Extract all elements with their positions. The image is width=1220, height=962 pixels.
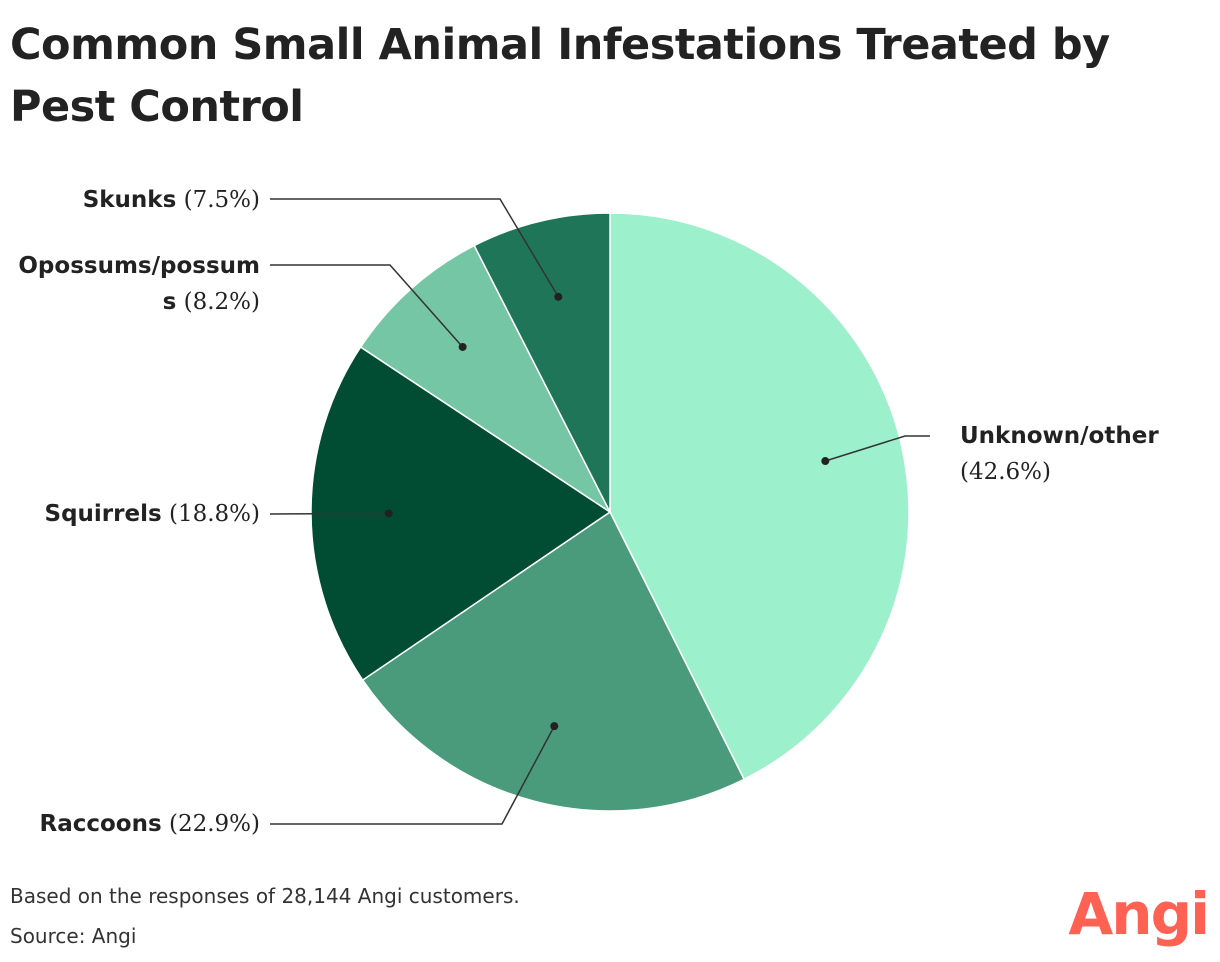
slice-label-opossums: Opossums/possums (8.2%) [6, 248, 260, 320]
leader-dot [554, 292, 563, 301]
slice-label-name: Skunks [82, 187, 177, 213]
slice-label-raccoons: Raccoons (22.9%) [10, 806, 261, 842]
leader-line [270, 198, 559, 298]
slice-label-value: (22.9%) [168, 811, 260, 837]
leader-line [269, 512, 389, 515]
slice-label-name: Opossums/possums [18, 253, 260, 315]
slice-label-name: Unknown/other [960, 423, 1159, 449]
leader-line [825, 435, 930, 462]
leader-lines [269, 198, 930, 825]
leader-line [270, 264, 464, 348]
footer-source: Source: Angi [10, 924, 137, 948]
slice-label-name: Squirrels [44, 501, 162, 527]
pie-slices [310, 212, 910, 812]
slice-label-value: (8.2%) [183, 289, 260, 315]
slice-label-squirrels: Squirrels (18.8%) [10, 496, 260, 532]
slice-label-value: (42.6%) [960, 459, 1052, 485]
leader-dot [550, 722, 559, 731]
leader-line [270, 725, 555, 825]
chart-title: Common Small Animal Infestations Treated… [10, 20, 1110, 132]
angi-logo: Angi [1068, 880, 1210, 948]
footer-note: Based on the responses of 28,144 Angi cu… [10, 884, 520, 908]
pie-slice-raccoons [361, 510, 746, 812]
slice-label-value: (7.5%) [183, 187, 260, 213]
slice-label-name: Raccoons [39, 811, 162, 837]
slice-label-value: (18.8%) [168, 501, 260, 527]
slice-label-skunks: Skunks (7.5%) [10, 182, 260, 218]
leader-dot [384, 509, 393, 518]
pie-slice-skunks [473, 212, 611, 513]
pie-slice-unknown-other [609, 212, 910, 781]
slice-label-unknown-other: Unknown/other (42.6%) [960, 418, 1200, 490]
leader-dot [458, 342, 467, 351]
leader-dot [821, 457, 830, 466]
